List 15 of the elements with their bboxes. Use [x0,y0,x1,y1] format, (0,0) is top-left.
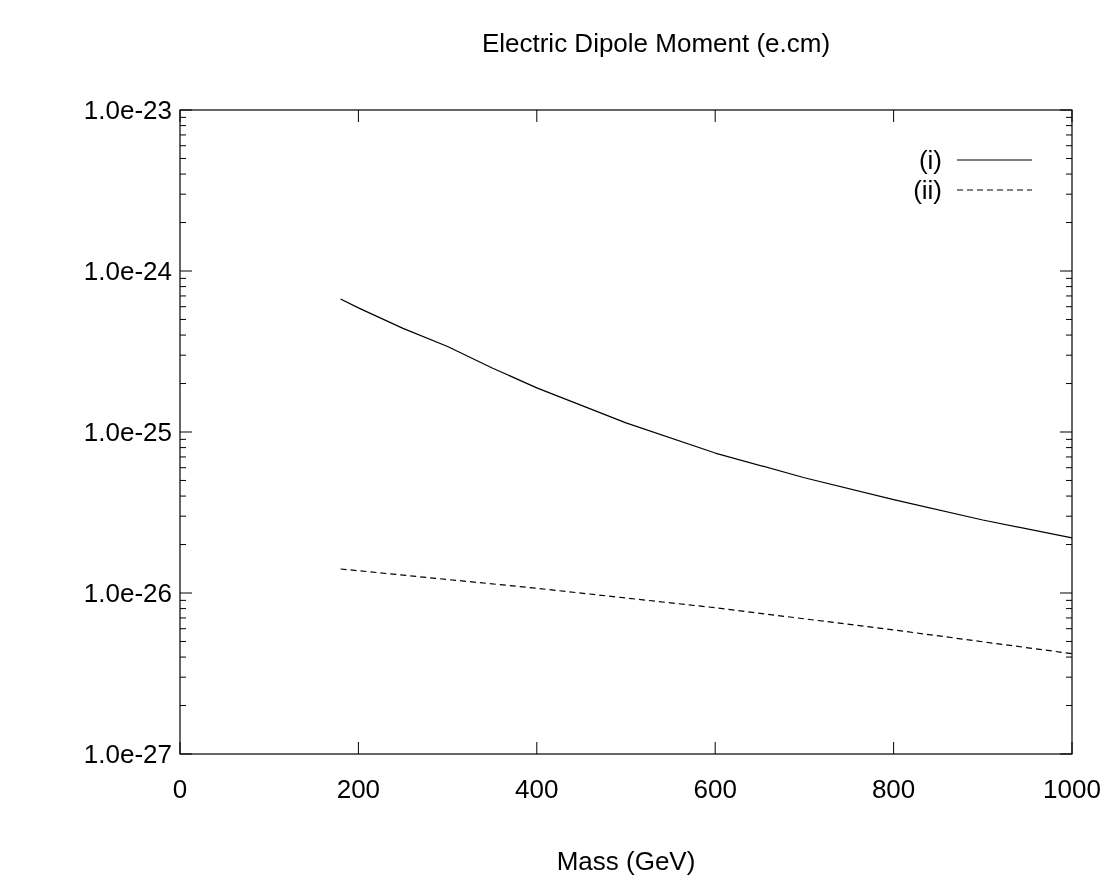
y-tick-label: 1.0e-26 [83,578,172,608]
x-tick-label: 800 [871,774,916,804]
x-tick-label: 0 [172,774,188,804]
x-tick-label: 400 [515,774,559,804]
legend-label: (i) [918,145,942,175]
x-tick-label: 1000 [1043,774,1101,804]
y-tick-label: 1.0e-23 [83,95,172,125]
y-tick-label: 1.0e-24 [83,256,172,286]
y-tick-label: 1.0e-27 [83,739,172,769]
y-tick-label: 1.0e-25 [83,417,172,447]
legend-label: (ii) [913,175,942,205]
x-axis-title: Mass (GeV) [556,846,696,876]
x-tick-label: 200 [336,774,381,804]
chart-title: Electric Dipole Moment (e.cm) [481,28,831,58]
x-tick-label: 600 [693,774,737,804]
